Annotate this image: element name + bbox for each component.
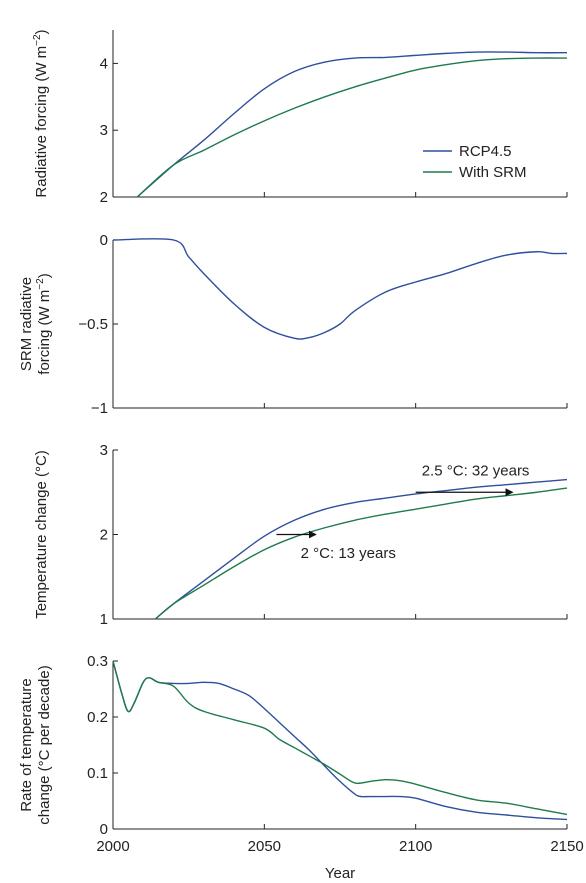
y-tick-label: 0.2 (87, 709, 108, 726)
series-line-with-srm (112, 660, 568, 816)
y-axis-label-tail: ) (33, 29, 50, 34)
y-axis-label: Temperature change (°C) (33, 450, 50, 619)
legend: RCP4.5 With SRM (423, 143, 527, 181)
x-tick-label: 2050 (248, 838, 281, 855)
series-line-rcp4-5 (136, 51, 568, 198)
y-axis-label: Rate of temperaturechange (°C per decade… (18, 665, 53, 824)
series-line-rcp4-5 (112, 238, 568, 340)
annotation-label: 2 °C: 13 years (301, 545, 396, 562)
series-line-with-srm (154, 487, 568, 620)
y-tick-label: 3 (100, 122, 108, 139)
y-tick-label: 2 (100, 527, 108, 544)
y-axis-label: Radiative forcing (W m−2) (32, 29, 50, 197)
y-axis-label-line: Radiative forcing (W m (33, 46, 50, 198)
series-line-rcp4-5 (112, 660, 568, 821)
y-tick-label: 0 (100, 232, 108, 249)
panel-1: 2 3 4 Radiative forcing (W m−2) RCP4.5 With S… (32, 29, 568, 206)
panel-4: 0 0.1 0.2 0.3 Rate of temperaturechange (°C … (18, 653, 568, 838)
y-tick-label: 1 (100, 611, 108, 628)
x-tick-label: 2150 (550, 838, 583, 855)
y-tick-label: −0.5 (78, 316, 108, 333)
panel-3: 1 2 3 Temperature change (°C) 2.5 °C: 32 yea… (33, 442, 568, 628)
y-tick-label: 0.3 (87, 653, 108, 670)
y-axis-label-superscript: −2 (35, 278, 46, 290)
y-axis-label-line: Rate of temperature (18, 678, 35, 811)
y-axis-label-tail: ) (36, 273, 53, 278)
series-line-rcp4-5 (154, 478, 568, 620)
y-tick-label: 0.1 (87, 765, 108, 782)
legend-label-rcp4-5: RCP4.5 (459, 143, 512, 160)
y-tick-label: 0 (100, 821, 108, 838)
y-tick-label: −1 (91, 400, 108, 417)
y-tick-label: 4 (100, 55, 108, 72)
y-axis-label: SRM radiativeforcing (W m−2) (18, 273, 53, 374)
y-axis-label-line: Temperature change (°C) (33, 450, 50, 619)
x-tick-label: 2100 (399, 838, 432, 855)
y-tick-label: 3 (100, 442, 108, 459)
panel-2: 0 −0.5 −1 SRM radiativeforcing (W m−2) (18, 232, 568, 417)
y-axis-label-line: forcing (W m (36, 290, 53, 375)
y-axis-label-superscript: −2 (32, 34, 43, 46)
y-axis-label-line: SRM radiative (18, 277, 35, 371)
series-line-with-srm (136, 57, 568, 198)
y-tick-label: 2 (100, 189, 108, 206)
x-axis-label: Year (325, 865, 355, 882)
legend-label-with-srm: With SRM (459, 164, 527, 181)
y-axis-label-line: change (°C per decade) (36, 665, 53, 824)
annotation-label: 2.5 °C: 32 years (422, 462, 530, 479)
x-tick-label: 2000 (96, 838, 129, 855)
